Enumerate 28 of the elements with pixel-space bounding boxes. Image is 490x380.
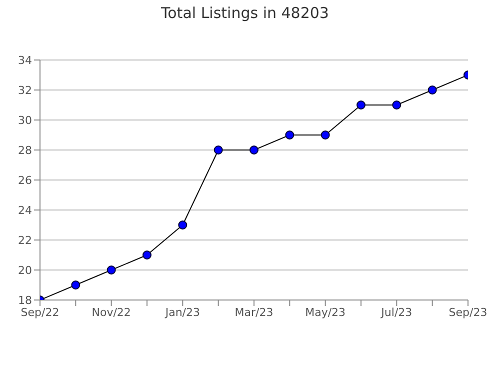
point: [106, 266, 116, 274]
y-tick-label: 30: [18, 114, 32, 127]
y-tick-label: 22: [18, 234, 32, 247]
chart-title: Total Listings in 48203: [160, 4, 330, 22]
point: [250, 146, 258, 154]
x-tick-label: Nov/22: [92, 306, 131, 319]
y-tick-label: 24: [18, 204, 32, 217]
point: [428, 86, 437, 94]
point: [356, 100, 366, 110]
x-tick-label: Sep/23: [448, 306, 488, 319]
x-tick-label: Mar/23: [234, 306, 274, 319]
x-tick-label: Jan/23: [164, 306, 200, 319]
point: [71, 280, 80, 290]
y-tick-label: 28: [18, 144, 32, 157]
x-tick-label: Sep/22: [20, 306, 60, 319]
y-tick-label: 32: [18, 84, 32, 97]
point: [320, 130, 330, 140]
y-tick-label: 34: [18, 54, 32, 67]
x-tick-label: May/23: [305, 306, 346, 319]
point: [285, 130, 294, 140]
y-tick-label: 18: [18, 294, 32, 307]
point: [392, 100, 402, 110]
y-tick-label: 26: [18, 174, 32, 187]
point: [214, 146, 223, 154]
y-tick-label: 20: [18, 264, 32, 277]
point: [178, 220, 188, 230]
x-tick-label: Jul/23: [380, 306, 412, 319]
point: [142, 250, 152, 260]
